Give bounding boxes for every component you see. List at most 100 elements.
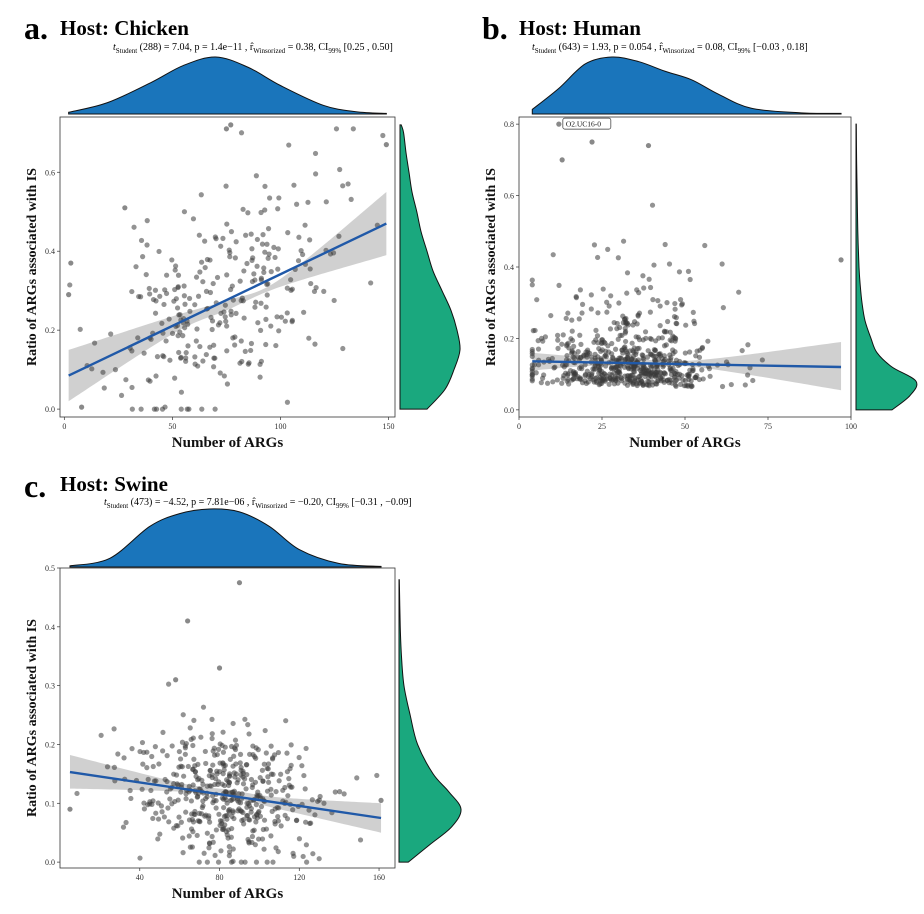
data-point	[688, 378, 694, 384]
data-point	[194, 326, 200, 332]
data-point	[183, 350, 189, 356]
stat-r-val: = −0.20	[289, 497, 321, 508]
data-point	[584, 368, 590, 374]
data-point	[706, 366, 713, 372]
panel-human: b. Host: Human tStudent (643) = 1.93, p …	[462, 0, 924, 460]
data-point	[529, 277, 535, 283]
data-point	[187, 725, 193, 731]
data-point	[270, 859, 276, 865]
data-point	[240, 206, 246, 212]
data-point	[648, 370, 654, 376]
data-point	[294, 201, 300, 207]
data-point	[555, 345, 561, 351]
data-point	[149, 753, 155, 760]
data-point	[253, 859, 260, 865]
stat-r: , r̂	[244, 42, 254, 53]
data-point	[646, 276, 652, 282]
data-point	[258, 209, 264, 216]
data-point	[238, 859, 244, 865]
data-point	[556, 121, 562, 127]
data-point	[155, 836, 161, 842]
data-point	[295, 258, 302, 264]
data-point	[569, 328, 575, 334]
data-point	[303, 745, 309, 752]
data-point	[284, 310, 290, 316]
data-point	[308, 280, 314, 287]
data-point	[272, 254, 278, 261]
data-point	[685, 268, 692, 274]
data-point	[556, 282, 562, 288]
data-point	[683, 322, 689, 328]
data-point	[609, 340, 615, 347]
data-point	[742, 382, 748, 388]
data-point	[275, 246, 281, 252]
stat-ci-sub: 99%	[328, 47, 342, 55]
data-point	[178, 389, 185, 395]
data-point	[216, 811, 222, 817]
data-point	[606, 303, 612, 309]
data-point	[187, 308, 193, 314]
data-point	[616, 300, 622, 306]
y-tick-label: 0.4	[45, 247, 55, 256]
data-point	[207, 767, 214, 774]
data-point	[164, 753, 170, 759]
data-point	[213, 827, 219, 833]
regression-line	[69, 770, 382, 820]
data-point	[288, 742, 294, 748]
data-point	[588, 375, 594, 382]
data-point	[544, 380, 551, 386]
data-point	[166, 681, 172, 687]
x-tick-label: 50	[681, 422, 689, 431]
data-point	[593, 379, 600, 385]
data-point	[160, 729, 166, 736]
panel-chicken: a. Host: Chicken tStudent (288) = 7.04, …	[0, 0, 462, 460]
data-point	[632, 375, 638, 381]
data-point	[739, 347, 745, 354]
data-point	[564, 353, 570, 359]
data-point	[169, 330, 176, 336]
data-point	[303, 819, 309, 825]
data-point	[248, 347, 254, 354]
data-point	[221, 373, 227, 379]
data-point	[305, 199, 311, 205]
data-point	[251, 271, 257, 277]
data-point	[570, 354, 576, 360]
data-point	[263, 341, 269, 348]
data-point	[677, 296, 684, 303]
data-point	[197, 269, 203, 275]
stat-ci: , CI	[320, 497, 336, 508]
data-point	[631, 363, 638, 369]
data-point	[227, 250, 233, 256]
data-point	[112, 367, 119, 373]
data-point	[288, 287, 294, 293]
data-point	[278, 771, 284, 777]
data-point	[565, 310, 571, 316]
data-point	[209, 833, 215, 840]
data-point	[208, 783, 214, 789]
data-point	[233, 310, 239, 316]
data-point	[374, 772, 380, 779]
data-point	[199, 406, 205, 412]
data-point	[245, 722, 251, 728]
data-point	[156, 761, 162, 767]
data-point	[605, 246, 611, 252]
data-point	[231, 753, 237, 759]
data-point	[635, 313, 641, 319]
y-density-curve	[855, 123, 918, 411]
data-point	[261, 265, 267, 271]
data-point	[598, 348, 604, 354]
data-point	[617, 324, 623, 331]
data-point	[650, 297, 656, 303]
data-point	[569, 317, 575, 323]
data-point	[250, 828, 256, 834]
data-point	[233, 239, 239, 245]
data-point	[195, 363, 201, 369]
data-point	[120, 824, 127, 830]
data-point	[560, 375, 566, 381]
stat-r-val: = 0.08	[696, 42, 723, 53]
data-point	[303, 842, 309, 848]
data-point	[195, 293, 202, 299]
data-point	[144, 749, 150, 755]
data-point	[229, 283, 235, 289]
data-point	[236, 799, 242, 805]
